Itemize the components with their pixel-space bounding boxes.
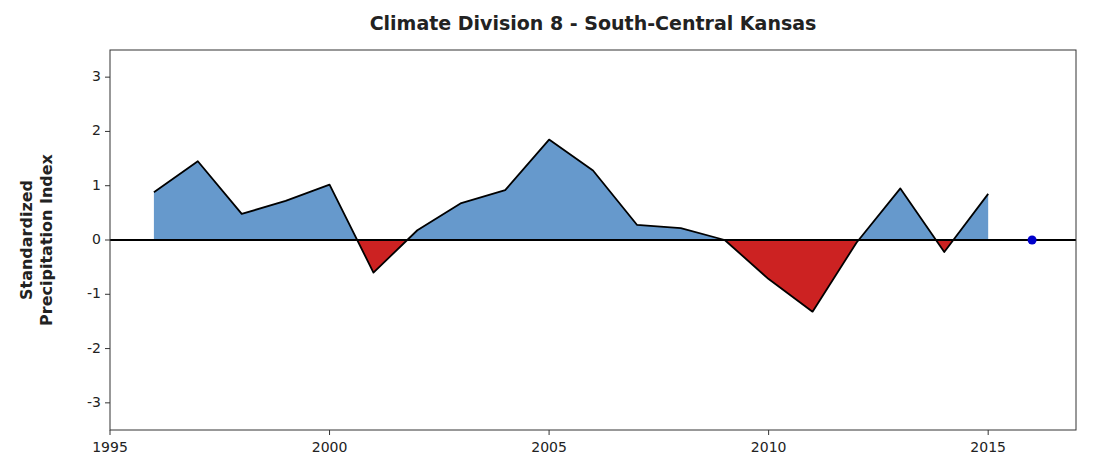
y-axis-label: StandardizedPrecipitation Index bbox=[17, 153, 55, 326]
chart: 1995 2000 2005 2010 2015 -3 -2 -1 0 1 2 3 Standardiz… bbox=[0, 0, 1100, 474]
y-tick bbox=[105, 348, 110, 349]
x-tick bbox=[549, 430, 550, 435]
chart-title: Climate Division 8 - South-Central Kansa… bbox=[370, 12, 817, 34]
x-tick bbox=[768, 430, 769, 435]
plot-area bbox=[110, 140, 1076, 312]
y-tick-label: -2 bbox=[87, 340, 101, 356]
x-tick-label: 2010 bbox=[751, 439, 787, 455]
area-positive bbox=[154, 140, 988, 240]
y-tick bbox=[105, 294, 110, 295]
y-tick-label: -1 bbox=[87, 285, 101, 301]
y-tick bbox=[105, 185, 110, 186]
y-tick-label: -3 bbox=[87, 394, 101, 410]
x-tick bbox=[988, 430, 989, 435]
point bbox=[1028, 236, 1037, 245]
x-tick-label: 2005 bbox=[531, 439, 567, 455]
x-tick-label: 2000 bbox=[312, 439, 348, 455]
y-tick bbox=[105, 240, 110, 241]
y-tick-label: 1 bbox=[92, 177, 101, 193]
y-tick bbox=[105, 402, 110, 403]
series-line bbox=[154, 140, 988, 312]
y-tick bbox=[105, 131, 110, 132]
area-negative bbox=[154, 240, 988, 312]
y-tick-label: 0 bbox=[92, 231, 101, 247]
x-tick bbox=[110, 430, 111, 435]
y-tick-label: 2 bbox=[92, 122, 101, 138]
y-tick bbox=[105, 77, 110, 78]
x-tick-label: 2015 bbox=[970, 439, 1006, 455]
plot-frame bbox=[110, 50, 1076, 430]
zero-line bbox=[110, 239, 1076, 241]
y-tick-label: 3 bbox=[92, 68, 101, 84]
x-tick-label: 1995 bbox=[92, 439, 128, 455]
x-tick bbox=[329, 430, 330, 435]
